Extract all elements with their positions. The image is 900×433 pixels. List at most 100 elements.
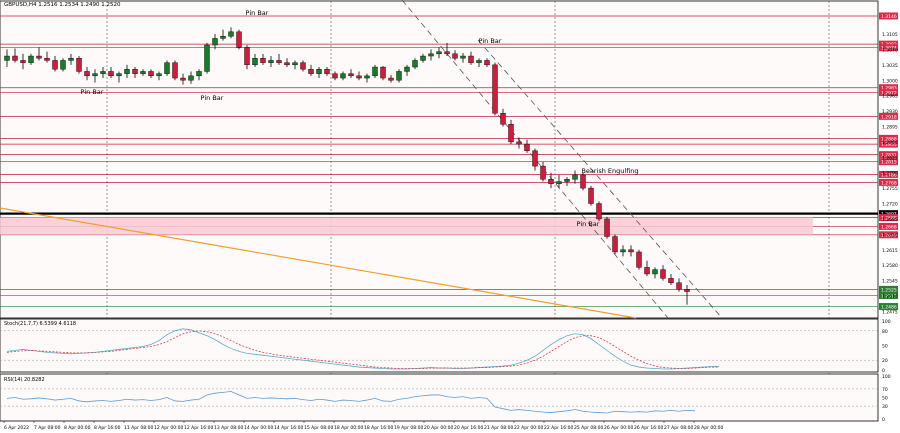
time-tick-label: 22 Apr 16:00 (544, 425, 573, 431)
level-label: 1.2831 (881, 153, 897, 159)
time-tick-label: 13 Apr 08:00 (214, 425, 243, 431)
supply-zone-rect (0, 217, 813, 235)
level-label: 1.2525 (881, 287, 897, 293)
candle-body (620, 249, 626, 253)
candle-body (28, 55, 34, 63)
candle-body (580, 174, 586, 189)
price-tick: 1.2685 (882, 217, 898, 223)
stoch-scale-tick: 80 (882, 329, 888, 335)
level-label: 1.2855 (881, 142, 897, 148)
level-label-box (879, 151, 898, 159)
candle-body (212, 38, 218, 46)
time-tick-label: 14 Apr 16:00 (274, 425, 303, 431)
annotation-label: Pin Bar (479, 37, 502, 45)
price-tick: 1.2790 (882, 171, 898, 177)
candle-body (436, 51, 442, 55)
candle-body (404, 66, 410, 72)
level-label-box (879, 292, 898, 300)
candle-body (36, 55, 42, 59)
candle-body (132, 69, 138, 74)
level-label-box (879, 12, 898, 20)
candle-body (180, 77, 186, 81)
rsi-scale-tick: 0 (882, 417, 885, 423)
level-label: 1.2486 (881, 305, 897, 311)
candle-body (612, 236, 618, 253)
rsi-scale-tick: 70 (882, 387, 888, 393)
time-tick-label: 12 Apr 00:00 (154, 425, 183, 431)
candle-body (532, 150, 538, 167)
level-label: 1.2688 (881, 216, 897, 222)
stoch-label: Stoch(21,7,7) 6.5399 4.6118 (4, 321, 77, 327)
level-label: 1.2972 (881, 91, 897, 97)
level-label: 1.2511 (881, 294, 897, 300)
candle-body (308, 69, 314, 74)
rsi-label: RSI(14) 20.8282 (4, 377, 45, 383)
candle-body (276, 60, 282, 63)
candle-body (316, 69, 322, 74)
time-tick-label: 6 Apr 2022 (4, 425, 29, 431)
level-label: 1.2668 (881, 224, 897, 230)
candle-body (68, 58, 74, 61)
supply-zone (0, 217, 813, 235)
candle-body (492, 64, 498, 114)
candle-body (356, 75, 362, 79)
level-label: 1.2868 (881, 136, 897, 142)
candle-body (228, 31, 234, 37)
candle-body (100, 71, 106, 74)
level-label-box (879, 222, 898, 230)
candle-body (540, 165, 546, 180)
candle-body (460, 55, 466, 59)
stoch-scale-tick: 20 (882, 358, 888, 364)
rsi-line (6, 391, 696, 414)
candle-body (652, 269, 658, 275)
symbol-header: GBPUSD,H4 1.2516 1.2534 1.2490 1.2520 (4, 2, 120, 8)
candle-body (340, 73, 346, 79)
candle-body (684, 289, 690, 292)
rsi-pane: 100 70 50 30 0 (0, 373, 891, 423)
time-tick-label: 7 Apr 08:00 (34, 425, 61, 431)
price-axis: 1.31461.30821.30741.29831.29721.29181.28… (879, 12, 898, 315)
trend-channel (0, 0, 723, 319)
time-tick-label: 8 Apr 16:00 (94, 425, 121, 431)
annotation-label: Pin Bar (246, 9, 269, 17)
level-label-box (879, 140, 898, 148)
level-label-box (879, 303, 898, 311)
time-tick-label: 8 Apr 00:00 (64, 425, 91, 431)
candle-body (372, 66, 378, 77)
candle-body (348, 73, 354, 77)
candle-body (524, 143, 530, 151)
level-label-box (879, 112, 898, 120)
candle-body (124, 69, 130, 74)
time-axis: 6 Apr 2022 7 Apr 08:00 8 Apr 00:00 8 Apr 16… (3, 421, 723, 431)
time-tick-label: 25 Apr 08:00 (574, 425, 603, 431)
stoch-scale-tick: 0 (882, 368, 885, 374)
price-tick: 1.2930 (882, 109, 898, 115)
level-label-box (879, 285, 898, 293)
ohlc-readout: 1.2516 1.2534 1.2490 1.2520 (38, 2, 121, 8)
candle-body (52, 60, 58, 70)
candle-body (676, 282, 682, 290)
candle-body (156, 73, 162, 77)
price-tick: 1.3000 (882, 78, 898, 84)
price-tick: 1.3035 (882, 63, 898, 69)
level-label: 1.3074 (881, 46, 897, 52)
candle-body (164, 62, 170, 74)
level-label: 1.2649 (881, 233, 897, 239)
candle-body (220, 36, 226, 39)
time-tick-label: 11 Apr 08:00 (124, 425, 153, 431)
candle-body (412, 60, 418, 68)
candle-body (236, 31, 242, 48)
level-label-box (879, 134, 898, 142)
time-tick-label: 14 Apr 00:00 (244, 425, 273, 431)
level-label: 1.2786 (881, 172, 897, 178)
stoch-main-line (6, 328, 719, 370)
candle-body (364, 75, 370, 79)
candle-body (20, 60, 26, 63)
price-tick: 1.2860 (882, 140, 898, 146)
time-tick-label: 12 Apr 16:00 (184, 425, 213, 431)
annotations: Pin Bar Pin Bar Pin Bar Pin Bar Bearish Engu… (81, 9, 639, 228)
candle-body (284, 62, 290, 66)
time-tick-label: 26 Apr 00:00 (604, 425, 633, 431)
